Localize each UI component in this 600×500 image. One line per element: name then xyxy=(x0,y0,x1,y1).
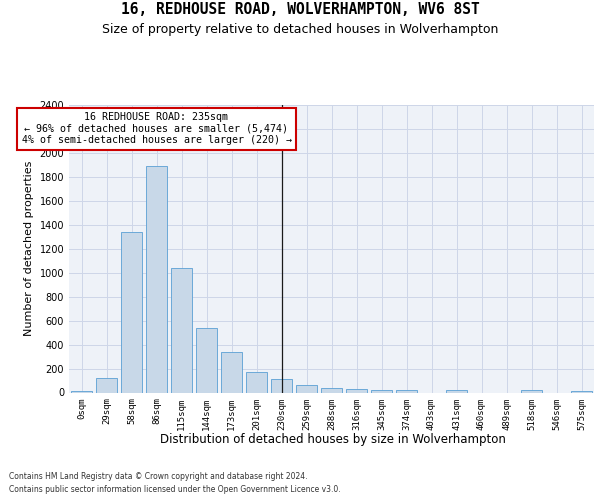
Bar xyxy=(246,372,267,392)
Bar xyxy=(196,328,217,392)
Bar xyxy=(346,389,367,392)
Bar xyxy=(446,390,467,392)
Bar xyxy=(521,390,542,392)
Bar xyxy=(221,352,242,393)
Text: 16 REDHOUSE ROAD: 235sqm
← 96% of detached houses are smaller (5,474)
4% of semi: 16 REDHOUSE ROAD: 235sqm ← 96% of detach… xyxy=(22,112,292,146)
Text: Size of property relative to detached houses in Wolverhampton: Size of property relative to detached ho… xyxy=(102,22,498,36)
Bar xyxy=(396,390,417,392)
Bar xyxy=(121,232,142,392)
Bar xyxy=(321,388,342,392)
Bar xyxy=(571,390,592,392)
Bar xyxy=(71,390,92,392)
Y-axis label: Number of detached properties: Number of detached properties xyxy=(24,161,34,336)
Text: 16, REDHOUSE ROAD, WOLVERHAMPTON, WV6 8ST: 16, REDHOUSE ROAD, WOLVERHAMPTON, WV6 8S… xyxy=(121,2,479,18)
Bar xyxy=(371,390,392,392)
Bar xyxy=(146,166,167,392)
Text: Distribution of detached houses by size in Wolverhampton: Distribution of detached houses by size … xyxy=(160,432,506,446)
Bar xyxy=(296,384,317,392)
Bar xyxy=(271,380,292,392)
Bar xyxy=(96,378,117,392)
Text: Contains HM Land Registry data © Crown copyright and database right 2024.: Contains HM Land Registry data © Crown c… xyxy=(9,472,308,481)
Bar xyxy=(171,268,192,392)
Text: Contains public sector information licensed under the Open Government Licence v3: Contains public sector information licen… xyxy=(9,485,341,494)
